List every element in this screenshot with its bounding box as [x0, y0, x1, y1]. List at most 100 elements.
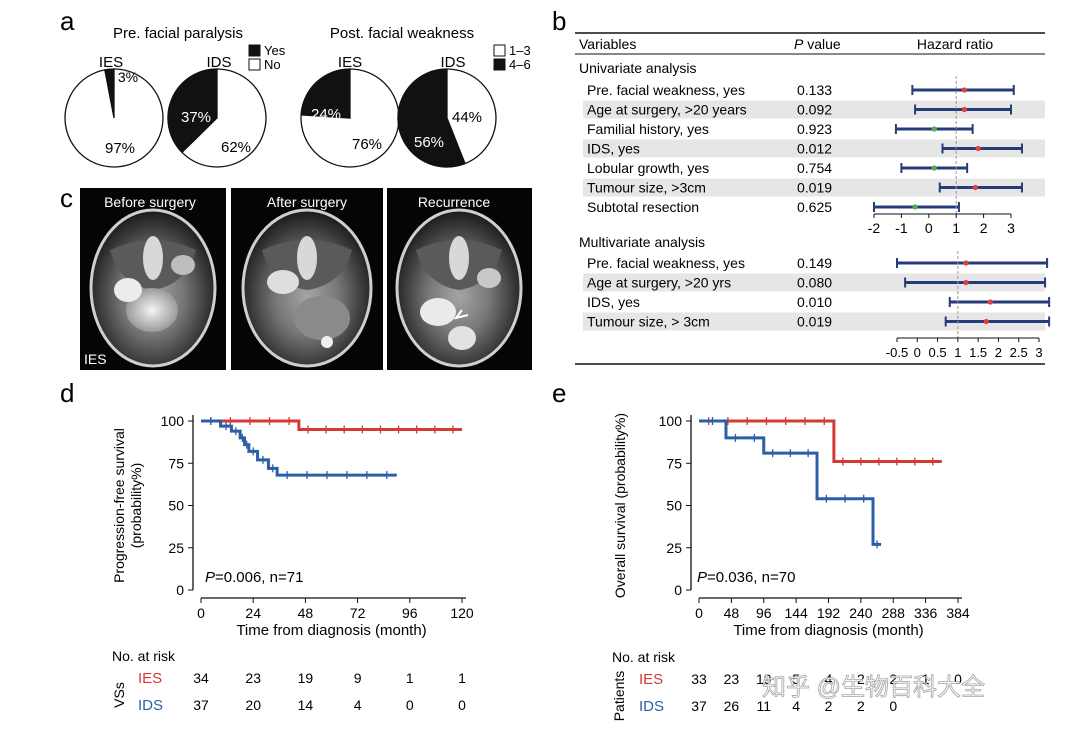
multi-row-pvalue: 0.080 [797, 275, 832, 291]
risk-count: 19 [756, 671, 772, 687]
risk-count: 2 [889, 671, 897, 687]
uni-row-label: Subtotal resection [587, 199, 699, 215]
uni-row-pvalue: 0.754 [797, 160, 832, 176]
pie-group-title-left: Pre. facial paralysis [113, 25, 243, 42]
km-x-tick-label: 120 [450, 605, 474, 621]
uni-row-shade [583, 139, 1045, 158]
multi-axis-tick-label: 2 [995, 345, 1002, 360]
multi-row-pvalue: 0.019 [797, 314, 832, 330]
km-x-tick-label: 144 [784, 605, 808, 621]
multi-row-shade [583, 312, 1045, 331]
pie-label-ies-pre: IES [99, 54, 123, 71]
legend-label-yes: Yes [264, 43, 286, 58]
legend-swatch-no [248, 58, 261, 71]
uni-axis-tick-label: 3 [1007, 220, 1015, 236]
pie-chart-4 [397, 68, 497, 168]
pie-pct-ids-pre-light: 62% [221, 139, 251, 156]
pie-label-ies-post: IES [338, 54, 362, 71]
risk-count: 37 [691, 698, 707, 714]
multi-row-label: Tumour size, > 3cm [587, 314, 710, 330]
risk-table-header: No. at risk [612, 649, 676, 665]
forest-header-variables: Variables [579, 36, 636, 52]
risk-count: 34 [193, 670, 209, 686]
km-y-axis-label: Progression-free survival(probability%) [111, 428, 144, 583]
multi-row-label: Pre. facial weakness, yes [587, 255, 745, 271]
risk-row-label: IES [138, 670, 162, 687]
pie-pct-ies-post-dark: 24% [311, 106, 341, 123]
watermark: 知乎 @生物百科大全 [762, 674, 985, 701]
uni-row-pvalue: 0.092 [797, 102, 832, 118]
risk-table-header: No. at risk [112, 648, 176, 664]
km-x-tick-label: 0 [695, 605, 703, 621]
risk-count: 33 [691, 671, 707, 687]
forest-univariate-title: Univariate analysis [579, 60, 697, 76]
risk-row-label: IDS [639, 698, 664, 715]
km-x-axis-label: Time from diagnosis (month) [733, 622, 923, 639]
km-x-tick-label: 288 [882, 605, 906, 621]
multi-axis-tick-label: 1 [954, 345, 961, 360]
pie-slice-dark [104, 68, 115, 119]
km-pvalue-annotation: P=0.006, n=71 [205, 569, 303, 586]
panel-letter-a: a [60, 6, 75, 36]
pie-pct-ids-post-dark: 56% [414, 134, 444, 151]
risk-row-label: IES [639, 671, 663, 688]
multi-row-pvalue: 0.149 [797, 255, 832, 271]
panel-letter-d: d [60, 378, 74, 408]
multi-estimate-point [983, 318, 989, 325]
mri-corner-label: IES [84, 351, 107, 367]
km-y-axis-label: Overall survival (probability%) [612, 413, 628, 598]
uni-row-label: Familial history, yes [587, 121, 709, 137]
risk-count: 2 [857, 698, 865, 714]
multi-row-label: Age at surgery, >20 yrs [587, 275, 731, 291]
pie-pct-ies-pre-dark: 3% [118, 69, 138, 85]
km-x-axis-label: Time from diagnosis (month) [236, 622, 426, 639]
uni-row-label: IDS, yes [587, 141, 640, 157]
pie-pct-ids-pre-dark: 37% [181, 109, 211, 126]
panel-b: Variables P value Hazard ratio Univariat… [575, 32, 1051, 365]
risk-count: 37 [193, 697, 209, 713]
multi-estimate-point [963, 260, 969, 266]
risk-count: 0 [889, 698, 897, 714]
risk-count: 4 [792, 698, 800, 714]
uni-axis-tick-label: -2 [868, 220, 881, 236]
risk-count: 0 [406, 697, 414, 713]
km-y-tick-label: 100 [659, 413, 683, 429]
uni-estimate-point [975, 145, 981, 152]
km-x-tick-label: 72 [350, 605, 366, 621]
km-curve-ids [699, 419, 882, 546]
forest-header-hr: Hazard ratio [917, 36, 993, 52]
mri-label-before: Before surgery [104, 194, 196, 210]
km-y-tick-label: 25 [168, 540, 184, 556]
risk-table-side-label: Patients [611, 671, 627, 722]
multi-axis-tick-label: 3 [1035, 345, 1042, 360]
uni-estimate-point [912, 204, 918, 210]
legend-label-no: No [264, 57, 281, 72]
uni-estimate-point [972, 184, 978, 191]
uni-axis-tick-label: -1 [895, 220, 908, 236]
uni-row-label: Lobular growth, yes [587, 160, 709, 176]
multi-estimate-point [963, 279, 969, 286]
km-pvalue-annotation: P=0.036, n=70 [697, 569, 795, 586]
uni-row-label: Tumour size, >3cm [587, 180, 706, 196]
pie-label-ids-pre: IDS [206, 54, 231, 71]
risk-count: 19 [298, 670, 314, 686]
risk-row-label: IDS [138, 697, 163, 714]
uni-estimate-point [961, 87, 968, 93]
panel-letter-b: b [552, 6, 566, 36]
mri-recurrence: Recurrence [387, 188, 532, 370]
pie-slice-dark [167, 68, 218, 154]
km-x-tick-label: 0 [197, 605, 205, 621]
legend-swatch-yes [248, 44, 261, 57]
km-x-tick-label: 24 [245, 605, 261, 621]
risk-count: 0 [458, 697, 466, 713]
km-y-tick-label: 50 [666, 498, 682, 514]
panel-letter-c: c [60, 183, 73, 213]
km-x-tick-label: 48 [298, 605, 314, 621]
uni-row-pvalue: 0.019 [797, 180, 832, 196]
uni-estimate-point [961, 106, 968, 113]
mri-label-recurrence: Recurrence [418, 194, 491, 210]
uni-row-label: Age at surgery, >20 years [587, 102, 747, 118]
pie-chart-1 [64, 68, 164, 168]
pie-slice-dark [300, 68, 351, 119]
